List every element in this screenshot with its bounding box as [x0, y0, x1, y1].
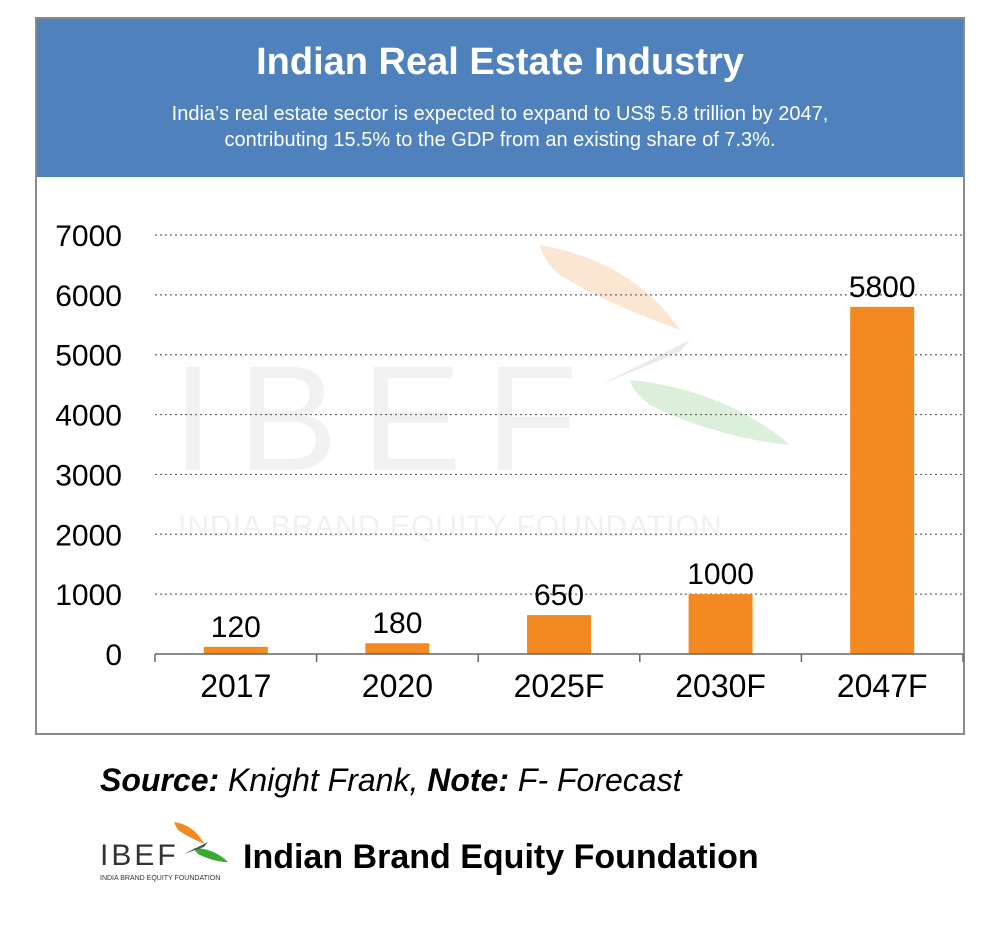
y-tick-label: 3000 [55, 459, 122, 492]
logo-beak-icon [184, 842, 208, 854]
data-label: 650 [534, 579, 584, 612]
bar-2025F [527, 615, 591, 654]
data-label: 120 [211, 611, 261, 644]
source-label: Source: [100, 762, 220, 798]
chart-subtitle: India’s real estate sector is expected t… [97, 101, 903, 153]
category-label: 2017 [200, 668, 271, 704]
chart-title: Indian Real Estate Industry [256, 41, 744, 83]
y-tick-label: 6000 [55, 280, 122, 313]
watermark-beak-icon [600, 340, 690, 385]
x-axis-category-labels: 2017 2020 2025F 2030F 2047F [200, 668, 927, 704]
category-label: 2047F [837, 668, 928, 704]
subtitle-line-1: India’s real estate sector is expected t… [171, 103, 829, 125]
y-tick-label: 0 [105, 639, 122, 672]
chart-card: Indian Real Estate Industry India’s real… [35, 17, 965, 735]
note-value: F- Forecast [509, 762, 682, 798]
source-note: Source: Knight Frank, Note: F- Forecast [100, 762, 681, 799]
data-label: 5800 [849, 271, 916, 304]
watermark-green-wing-icon [630, 380, 790, 445]
watermark-tagline: INDIA BRAND EQUITY FOUNDATION [178, 510, 723, 543]
note-label: Note: [427, 762, 509, 798]
ibef-watermark: IBEF INDIA BRAND EQUITY FOUNDATION [172, 245, 790, 543]
bar-2020 [365, 643, 430, 654]
ibef-logo: IBEF INDIA BRAND EQUITY FOUNDATION [100, 822, 228, 882]
y-axis-tick-labels: 0 1000 2000 3000 4000 5000 6000 7000 [55, 220, 122, 672]
logo-text: IBEF [100, 839, 179, 872]
y-tick-label: 5000 [55, 340, 122, 373]
bar-2030F [688, 594, 753, 654]
bars [203, 306, 915, 654]
category-label: 2020 [362, 668, 433, 704]
y-tick-label: 2000 [55, 519, 122, 552]
logo-green-wing-icon [194, 848, 228, 862]
bar-chart: IBEF INDIA BRAND EQUITY FOUNDATION 0 1000… [55, 220, 964, 704]
footer-org-name: Indian Brand Equity Foundation [243, 838, 759, 876]
y-tick-label: 4000 [55, 400, 122, 433]
watermark-logo-text: IBEF [172, 334, 601, 502]
y-tick-label: 1000 [55, 579, 122, 612]
data-label: 180 [372, 607, 422, 640]
source-value: Knight Frank, [219, 762, 428, 798]
bar-2017 [203, 646, 268, 654]
x-axis [154, 653, 964, 662]
logo-saffron-wing-icon [174, 822, 204, 844]
category-label: 2030F [675, 668, 766, 704]
chart-header: Indian Real Estate Industry India’s real… [37, 19, 963, 177]
subtitle-line-2: contributing 15.5% to the GDP from an ex… [224, 129, 776, 151]
data-labels: 120 180 650 1000 5800 [211, 271, 916, 644]
data-label: 1000 [687, 558, 754, 591]
watermark-saffron-wing-icon [540, 245, 680, 330]
category-label: 2025F [514, 668, 605, 704]
y-tick-label: 7000 [55, 220, 122, 253]
bar-2047F [850, 306, 915, 654]
logo-tagline: INDIA BRAND EQUITY FOUNDATION [100, 875, 220, 882]
